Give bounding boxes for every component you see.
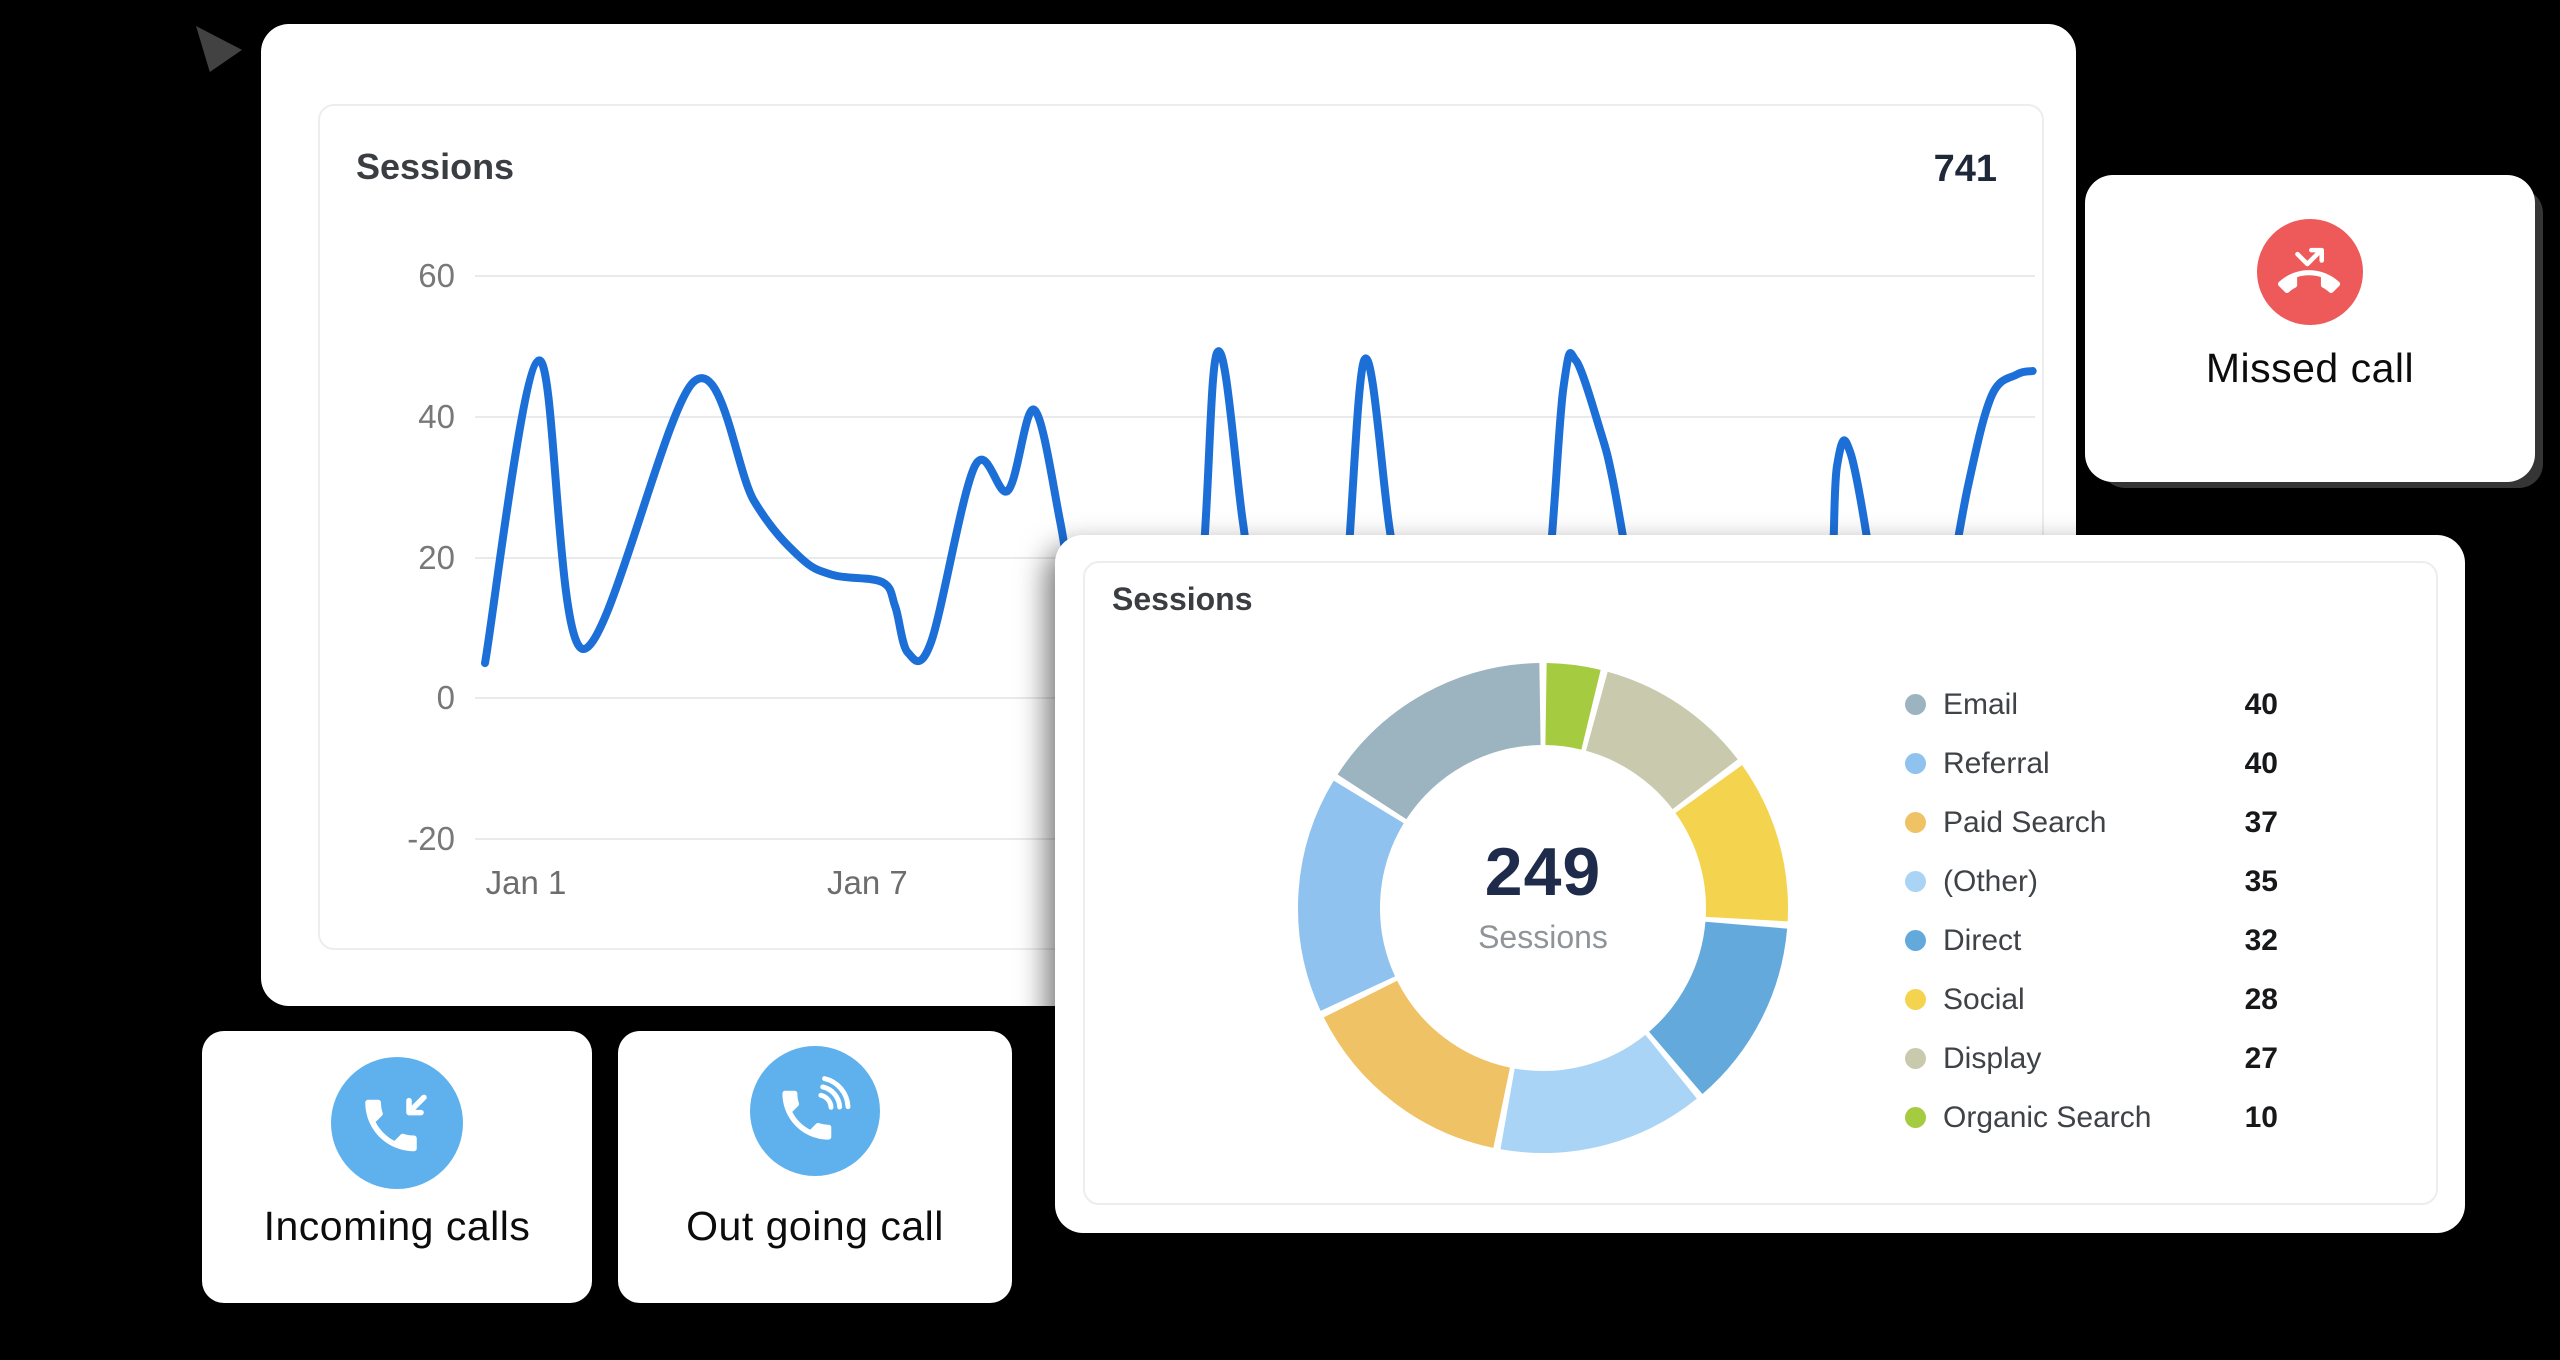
donut-segment-paid-search[interactable] [1323,979,1511,1148]
legend-row[interactable]: Direct 32 [1905,911,2278,970]
donut-segment-referral[interactable] [1298,780,1405,1011]
donut-center: 249 Sessions [1393,833,1693,956]
legend-label: Display [1943,1041,2042,1075]
donut-segment-direct[interactable] [1648,920,1788,1094]
incoming-calls-label: Incoming calls [263,1203,531,1249]
donut-legend: Email 40 Referral 40 Paid Search 37 (Other) 35 D… [1905,675,2278,1147]
y-tick-label: 0 [436,679,455,717]
incoming-call-glyph [365,1094,427,1152]
legend-label: (Other) [1943,864,2039,898]
missed-call-label: Missed call [2205,345,2415,391]
legend-value: 37 [2244,805,2278,839]
legend-dot [1905,694,1926,715]
legend-label: Organic Search [1943,1100,2152,1134]
x-tick-label: Jan 7 [827,864,908,901]
legend-row[interactable]: Paid Search 37 [1905,793,2278,852]
x-tick-label: Jan 1 [485,864,567,901]
outgoing-call-glyph [782,1076,851,1140]
legend-dot [1905,871,1926,892]
donut-chart-title: Sessions [1112,581,1253,617]
legend-dot [1905,1107,1926,1128]
donut-segment-email[interactable] [1337,663,1542,821]
incoming-call-icon [331,1057,463,1189]
missed-call-icon [2257,219,2363,325]
legend-dot [1905,930,1926,951]
line-chart-title: Sessions [356,146,515,187]
legend-value: 40 [2244,687,2278,721]
legend-row[interactable]: Referral 40 [1905,734,2278,793]
missed-call-card[interactable]: Missed call [2085,175,2535,482]
sessions-donut-card: Sessions 249 Sessions Email 40 Referral 40 P… [1055,535,2465,1233]
legend-label: Referral [1943,746,2050,780]
legend-value: 10 [2244,1100,2278,1134]
donut-segment-display[interactable] [1585,671,1738,810]
y-tick-label: 60 [418,257,455,294]
legend-value: 27 [2244,1041,2278,1075]
y-tick-label: -20 [407,820,455,857]
gridline-40 [475,415,2035,418]
outgoing-call-card[interactable]: Out going call [618,1031,1012,1303]
legend-dot [1905,989,1926,1010]
donut-segment--other-[interactable] [1500,1034,1697,1153]
incoming-calls-card[interactable]: Incoming calls [202,1031,592,1303]
sessions-total-value: 741 [1933,148,1997,190]
legend-row[interactable]: Organic Search 10 [1905,1088,2278,1147]
legend-value: 28 [2244,982,2278,1016]
legend-dot [1905,812,1926,833]
sessions-line-card: Sessions 741 60 40 20 0 -20 Jan 1 Jan 7 [261,24,2076,1006]
donut-total-label: Sessions [1478,919,1608,955]
legend-row[interactable]: Display 27 [1905,1029,2278,1088]
legend-label: Email [1943,687,2019,721]
legend-value: 40 [2244,746,2278,780]
legend-dot [1905,1048,1926,1069]
donut-total-value: 249 [1484,834,1602,910]
outgoing-call-label: Out going call [686,1203,944,1249]
sessions-donut-panel: Sessions 249 Sessions Email 40 Referral 40 P… [1083,561,2438,1205]
y-tick-label: 20 [418,538,455,576]
legend-row[interactable]: Email 40 [1905,675,2278,734]
y-tick-label: 40 [418,397,455,435]
legend-row[interactable]: (Other) 35 [1905,852,2278,911]
legend-row[interactable]: Social 28 [1905,970,2278,1029]
donut-segment-social[interactable] [1674,765,1788,922]
legend-dot [1905,753,1926,774]
legend-label: Paid Search [1943,805,2107,839]
legend-value: 32 [2244,923,2278,957]
stray-card-corner [196,26,242,72]
donut-segment-organic-search[interactable] [1544,663,1601,750]
legend-value: 35 [2244,864,2278,898]
gridline-60 [475,275,2035,277]
missed-call-glyph [2278,247,2341,293]
legend-label: Social [1943,982,2025,1016]
sessions-donut-chart [1298,663,1788,1153]
legend-label: Direct [1943,923,2022,957]
outgoing-call-icon [750,1046,880,1176]
